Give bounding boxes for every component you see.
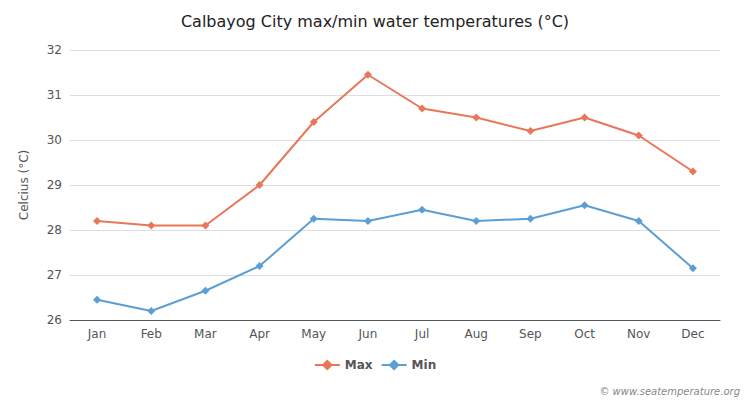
svg-text:Max: Max	[345, 358, 373, 372]
svg-text:Sep: Sep	[519, 327, 542, 341]
svg-text:29: 29	[47, 178, 62, 192]
svg-text:32: 32	[47, 43, 62, 57]
svg-text:Aug: Aug	[465, 327, 488, 341]
svg-text:31: 31	[47, 88, 62, 102]
svg-text:© www.seatemperature.org: © www.seatemperature.org	[599, 386, 740, 397]
svg-text:Min: Min	[412, 358, 437, 372]
svg-text:Apr: Apr	[249, 327, 270, 341]
svg-text:Jan: Jan	[87, 327, 107, 341]
svg-text:Calbayog City max/min water te: Calbayog City max/min water temperatures…	[181, 12, 569, 31]
svg-text:Mar: Mar	[194, 327, 217, 341]
svg-text:Dec: Dec	[681, 327, 704, 341]
svg-text:Jun: Jun	[358, 327, 378, 341]
svg-text:28: 28	[47, 223, 62, 237]
svg-text:Feb: Feb	[141, 327, 162, 341]
svg-text:30: 30	[47, 133, 62, 147]
svg-text:May: May	[301, 327, 326, 341]
svg-text:Oct: Oct	[574, 327, 595, 341]
svg-text:Nov: Nov	[627, 327, 650, 341]
svg-text:Celcius (°C): Celcius (°C)	[17, 150, 31, 220]
svg-text:26: 26	[47, 313, 62, 327]
svg-text:27: 27	[47, 268, 62, 282]
svg-text:Jul: Jul	[414, 327, 429, 341]
